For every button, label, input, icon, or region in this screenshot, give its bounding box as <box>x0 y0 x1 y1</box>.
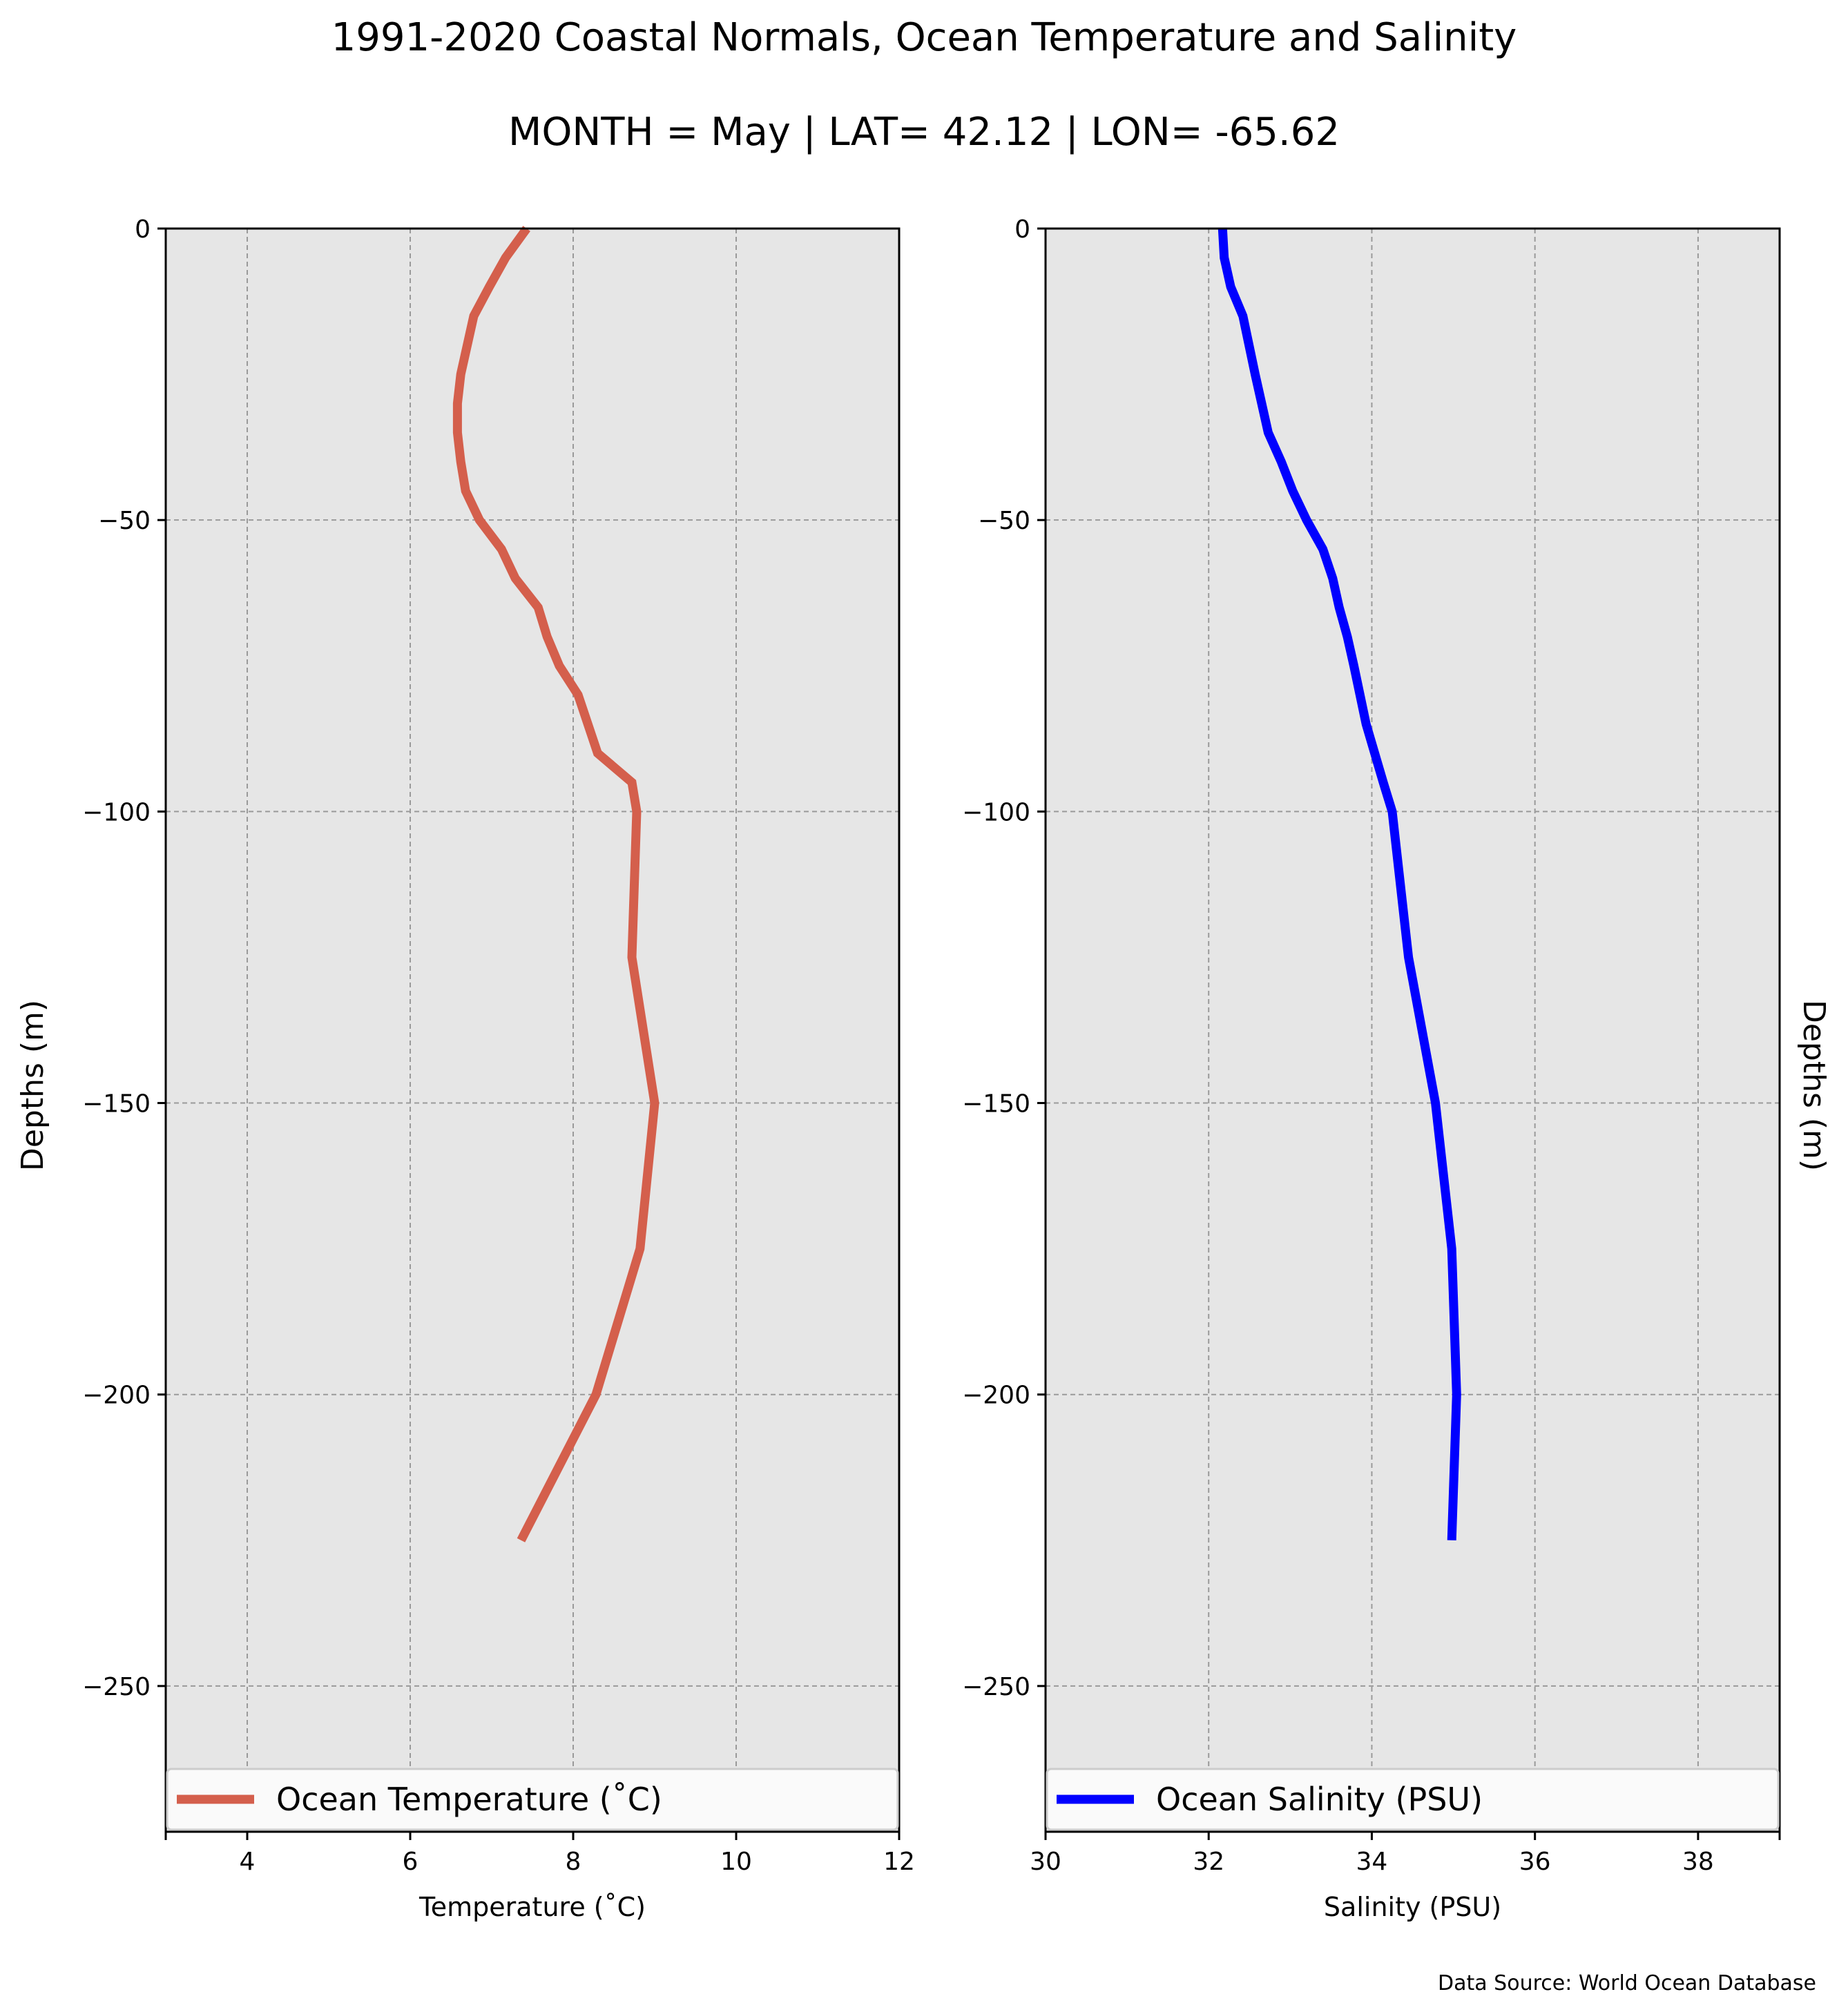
temperature-xtick-label: 8 <box>566 1848 581 1876</box>
salinity-ytick-label: −150 <box>962 1090 1030 1119</box>
salinity-legend: Ocean Salinity (PSU) <box>1046 1768 1780 1831</box>
figure-subtitle: MONTH = May | LAT= 42.12 | LON= -65.62 <box>508 110 1340 155</box>
temperature-xtick-label: 6 <box>403 1848 418 1876</box>
salinity-ytick-label: −250 <box>962 1673 1030 1701</box>
temperature-legend-label: Ocean Temperature (˚C) <box>276 1781 662 1818</box>
figure-title: 1991-2020 Coastal Normals, Ocean Tempera… <box>331 15 1517 60</box>
temperature-xtick-label: 4 <box>240 1848 256 1876</box>
temperature-ytick-label: 0 <box>135 215 151 244</box>
temperature-ytick-label: −250 <box>82 1673 151 1701</box>
temperature-ytick-label: −150 <box>82 1090 151 1119</box>
temperature-plot-area <box>166 229 899 1832</box>
salinity-plot-area <box>1046 229 1780 1832</box>
temperature-legend: Ocean Temperature (˚C) <box>166 1768 899 1831</box>
salinity-xtick-label: 32 <box>1193 1848 1224 1876</box>
salinity-xtick-label: 30 <box>1030 1848 1061 1876</box>
salinity-xtick-label: 38 <box>1682 1848 1714 1876</box>
salinity-axes-frame <box>1044 227 1781 1833</box>
temperature-xlabel: Temperature (˚C) <box>418 1892 646 1922</box>
salinity-ytick-label: −200 <box>962 1382 1030 1410</box>
temperature-panel: 4 6 8 10 12 0 −50 −100 −150 −200 −250 Temperature (… <box>82 215 915 1922</box>
temperature-ytick-label: −50 <box>98 507 151 535</box>
salinity-ytick-label: −100 <box>962 798 1030 826</box>
salinity-xtick-label: 36 <box>1519 1848 1551 1876</box>
salinity-legend-label: Ocean Salinity (PSU) <box>1156 1781 1483 1818</box>
data-source-note: Data Source: World Ocean Database <box>1438 1971 1816 1995</box>
temperature-legend-box <box>166 1768 899 1831</box>
left-ylabel: Depths (m) <box>15 1000 50 1171</box>
temperature-axes-frame <box>164 227 901 1833</box>
salinity-panel: 30 32 34 36 38 0 −50 −100 −150 −200 −250 Salinity (… <box>962 215 1781 1922</box>
salinity-series-line <box>1217 228 1461 1541</box>
salinity-xtick-label: 34 <box>1356 1848 1388 1876</box>
salinity-ytick-label: −50 <box>978 507 1030 535</box>
right-ylabel: Depths (m) <box>1796 1000 1831 1171</box>
salinity-legend-box <box>1046 1768 1780 1831</box>
salinity-xlabel: Salinity (PSU) <box>1324 1892 1501 1922</box>
salinity-ytick-label: 0 <box>1014 215 1030 244</box>
temperature-ytick-label: −100 <box>82 798 151 826</box>
temperature-xtick-label: 10 <box>720 1848 752 1876</box>
temperature-ytick-label: −200 <box>82 1382 151 1410</box>
temperature-series-line <box>452 226 660 1542</box>
temperature-xtick-label: 12 <box>883 1848 915 1876</box>
